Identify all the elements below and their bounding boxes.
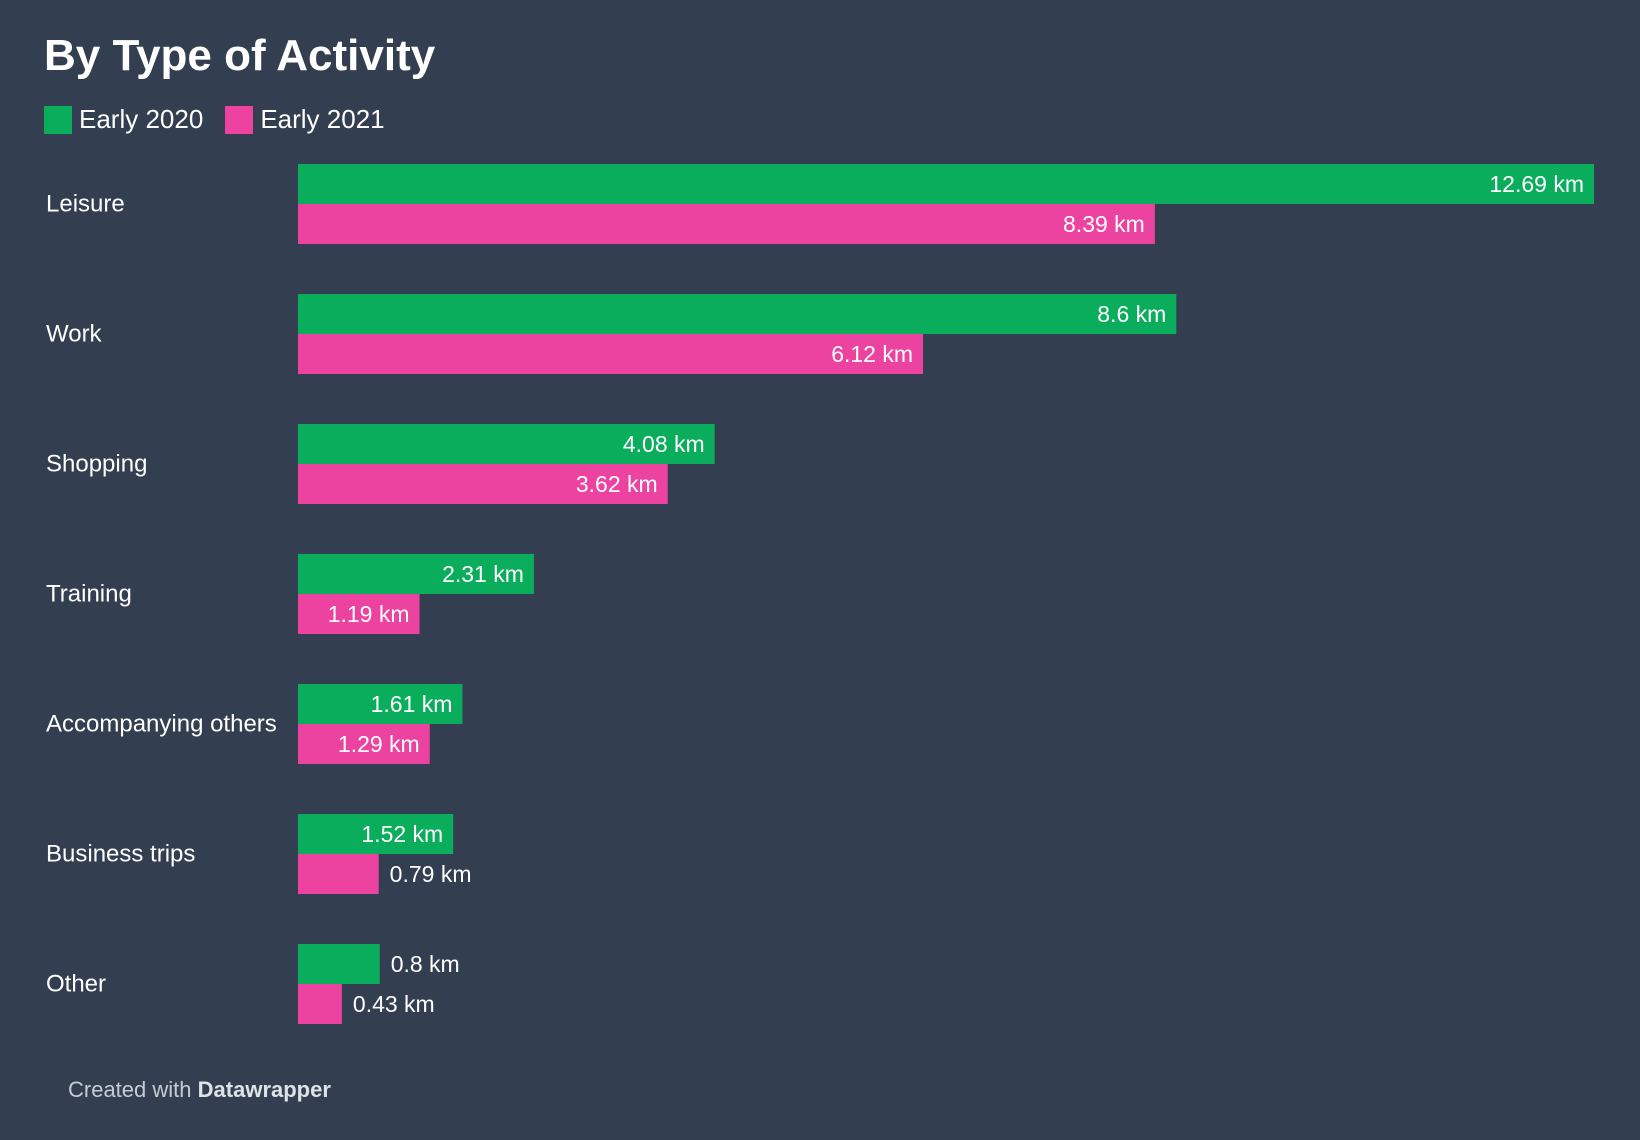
- bar-early-2021-other: [298, 984, 342, 1024]
- footer-brand[interactable]: Datawrapper: [197, 1077, 331, 1102]
- bar-early-2021-shopping: [298, 464, 668, 504]
- data-label-early-2021-work: 6.12 km: [831, 341, 913, 367]
- legend-swatch-early-2021: [225, 105, 254, 134]
- data-label-early-2021-training: 1.19 km: [328, 601, 410, 627]
- bar-group-work: Work 8.6 km 6.12 km: [46, 294, 1177, 374]
- bar-group-other: Other 0.8 km 0.43 km: [46, 944, 460, 1024]
- bar-early-2021-business-trips: [298, 854, 379, 894]
- legend-item-early-2020: Early 2020: [44, 104, 203, 135]
- bar-group-training: Training 2.31 km 1.19 km: [46, 554, 534, 634]
- legend-label-early-2021: Early 2021: [260, 104, 385, 134]
- legend-item-early-2021: Early 2021: [225, 104, 385, 135]
- category-label: Other: [46, 971, 106, 998]
- category-label: Training: [46, 581, 132, 608]
- bar-early-2021-accompanying-others: [298, 724, 430, 764]
- bar-early-2020-work: [298, 294, 1177, 334]
- data-label-early-2020-work: 8.6 km: [1097, 301, 1166, 327]
- bar-early-2021-training: [298, 594, 420, 634]
- bar-early-2021-leisure: [298, 204, 1155, 244]
- data-label-early-2020-shopping: 4.08 km: [623, 431, 705, 457]
- bar-early-2020-accompanying-others: [298, 684, 463, 724]
- category-label: Shopping: [46, 451, 147, 478]
- chart-title: By Type of Activity: [44, 31, 436, 80]
- legend-swatch-early-2020: [44, 105, 72, 134]
- bar-group-leisure: Leisure 12.69 km 8.39 km: [46, 164, 1594, 244]
- legend-label-early-2020: Early 2020: [79, 104, 204, 134]
- category-label: Work: [46, 321, 103, 348]
- footer-credit[interactable]: Created with Datawrapper: [68, 1077, 331, 1103]
- data-label-early-2020-accompanying-others: 1.61 km: [371, 691, 453, 717]
- bar-early-2020-leisure: [298, 164, 1594, 204]
- footer-prefix: Created with: [68, 1077, 192, 1102]
- bar-early-2021-work: [298, 334, 924, 374]
- bar-group-business-trips: Business trips 1.52 km 0.79 km: [46, 814, 472, 894]
- data-label-early-2021-accompanying-others: 1.29 km: [338, 731, 420, 757]
- legend: Early 2020 Early 2021: [44, 104, 385, 135]
- category-label: Leisure: [46, 191, 125, 218]
- bar-group-accompanying-others: Accompanying others 1.61 km 1.29 km: [46, 684, 463, 764]
- data-label-early-2021-business-trips: 0.79 km: [390, 861, 472, 887]
- data-label-early-2020-other: 0.8 km: [391, 951, 460, 977]
- bar-early-2020-training: [298, 554, 534, 594]
- data-label-early-2020-business-trips: 1.52 km: [361, 821, 443, 847]
- bar-early-2020-other: [298, 944, 380, 984]
- bar-group-shopping: Shopping 4.08 km 3.62 km: [46, 424, 715, 504]
- data-label-early-2020-training: 2.31 km: [442, 561, 524, 587]
- bar-early-2020-business-trips: [298, 814, 454, 854]
- data-label-early-2021-shopping: 3.62 km: [576, 471, 658, 497]
- bar-early-2020-shopping: [298, 424, 715, 464]
- data-label-early-2021-other: 0.43 km: [353, 991, 435, 1017]
- data-label-early-2020-leisure: 12.69 km: [1489, 171, 1584, 197]
- data-label-early-2021-leisure: 8.39 km: [1063, 211, 1145, 237]
- category-label: Accompanying others: [46, 711, 277, 738]
- category-label: Business trips: [46, 841, 195, 868]
